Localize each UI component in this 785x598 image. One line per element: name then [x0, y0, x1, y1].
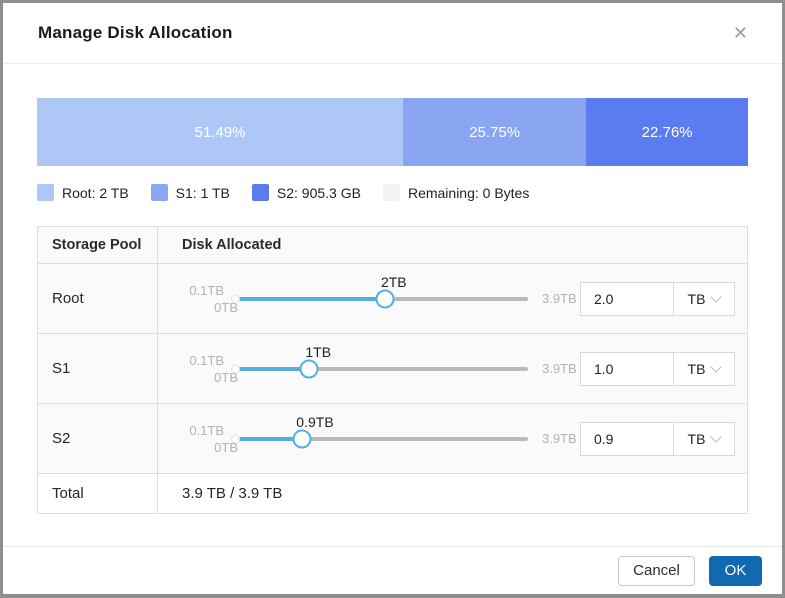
slider-min-marker [231, 434, 240, 443]
dialog-body: 51.49% 25.75% 22.76% Root: 2 TB S1: 1 TB… [3, 64, 782, 546]
unit-dropdown-root[interactable]: TB [673, 282, 734, 315]
table-row-s1: S1 0.1TB 0TB 1TB 3.9TB [38, 334, 747, 404]
table-row-s2: S2 0.1TB 0TB 0.9TB 3.9TB [38, 404, 747, 474]
slider-max-label: 3.9TB [542, 291, 577, 306]
unit-value: TB [687, 360, 706, 377]
dialog-header: Manage Disk Allocation ✕ [3, 3, 782, 64]
chevron-down-icon [710, 430, 723, 443]
dialog-title: Manage Disk Allocation [38, 23, 233, 42]
slider-value-label: 0.9TB [296, 413, 334, 430]
slider-min-marker [231, 294, 240, 303]
slider-value-label: 1TB [305, 343, 332, 360]
unit-dropdown-s1[interactable]: TB [673, 352, 734, 385]
size-input-root[interactable] [581, 282, 673, 315]
dialog-footer: Cancel OK [3, 546, 782, 594]
slider-handle-s1[interactable] [299, 359, 319, 378]
legend-label-remaining: Remaining: 0 Bytes [407, 184, 530, 201]
slider-min-marker [231, 364, 240, 373]
unit-value: TB [687, 430, 706, 447]
close-icon[interactable]: ✕ [732, 23, 748, 43]
disk-slider-s2[interactable]: 0.9TB [231, 414, 528, 448]
pool-name-s2: S2 [38, 404, 158, 473]
disk-slider-root[interactable]: 2TB [231, 274, 528, 308]
slider-min-label: 0.1TB [189, 352, 224, 368]
slider-handle-root[interactable] [375, 289, 395, 308]
header-disk-allocated: Disk Allocated [182, 237, 282, 253]
slider-min-label: 0.1TB [189, 282, 224, 298]
legend-label-s1: S1: 1 TB [175, 184, 230, 201]
table-row-total: Total 3.9 TB / 3.9 TB [38, 474, 747, 513]
slider-value-label: 2TB [380, 273, 407, 290]
usage-legend: Root: 2 TB S1: 1 TB S2: 905.3 GB Remaini… [37, 184, 748, 201]
usage-segment-root-label: 51.49% [194, 123, 246, 141]
legend-item-root: Root: 2 TB [37, 184, 129, 201]
legend-swatch-s2 [251, 184, 269, 201]
slider-zero-label: 0TB [214, 439, 238, 455]
usage-segment-s1: 25.75% [403, 98, 587, 166]
table-row-root: Root 0.1TB 0TB 2TB 3.9TB [38, 264, 747, 334]
total-label: Total [38, 474, 158, 513]
legend-item-remaining: Remaining: 0 Bytes [382, 184, 530, 201]
legend-swatch-s1 [150, 184, 168, 201]
legend-label-root: Root: 2 TB [62, 184, 129, 201]
slider-zero-label: 0TB [214, 299, 238, 315]
table-header-row: Storage Pool Disk Allocated [38, 227, 747, 264]
chevron-down-icon [710, 360, 723, 373]
pool-name-root: Root [38, 264, 158, 333]
usage-stacked-bar: 51.49% 25.75% 22.76% [37, 98, 748, 166]
slider-zero-label: 0TB [214, 369, 238, 385]
legend-swatch-root [37, 184, 54, 201]
size-input-s2[interactable] [581, 422, 673, 455]
usage-segment-s1-label: 25.75% [469, 123, 521, 141]
slider-min-label: 0.1TB [189, 422, 224, 438]
cancel-button[interactable]: Cancel [618, 555, 695, 586]
unit-dropdown-s2[interactable]: TB [673, 422, 734, 455]
total-value: 3.9 TB / 3.9 TB [182, 485, 283, 502]
disk-slider-s1[interactable]: 1TB [231, 344, 528, 378]
legend-label-s2: S2: 905.3 GB [276, 184, 361, 201]
unit-value: TB [687, 290, 706, 307]
chevron-down-icon [710, 290, 723, 303]
slider-handle-s2[interactable] [292, 429, 312, 448]
legend-swatch-remaining [382, 184, 400, 201]
slider-max-label: 3.9TB [542, 431, 577, 446]
ok-button[interactable]: OK [709, 555, 762, 586]
size-input-s1[interactable] [581, 352, 673, 385]
header-storage-pool: Storage Pool [38, 227, 158, 263]
pool-name-s1: S1 [38, 334, 158, 403]
legend-item-s1: S1: 1 TB [150, 184, 230, 201]
usage-segment-s2: 22.76% [586, 98, 748, 166]
slider-max-label: 3.9TB [542, 361, 577, 376]
legend-item-s2: S2: 905.3 GB [251, 184, 361, 201]
allocation-table: Storage Pool Disk Allocated Root 0.1TB 0… [37, 226, 748, 514]
usage-segment-s2-label: 22.76% [641, 123, 693, 141]
usage-segment-root: 51.49% [37, 98, 404, 166]
